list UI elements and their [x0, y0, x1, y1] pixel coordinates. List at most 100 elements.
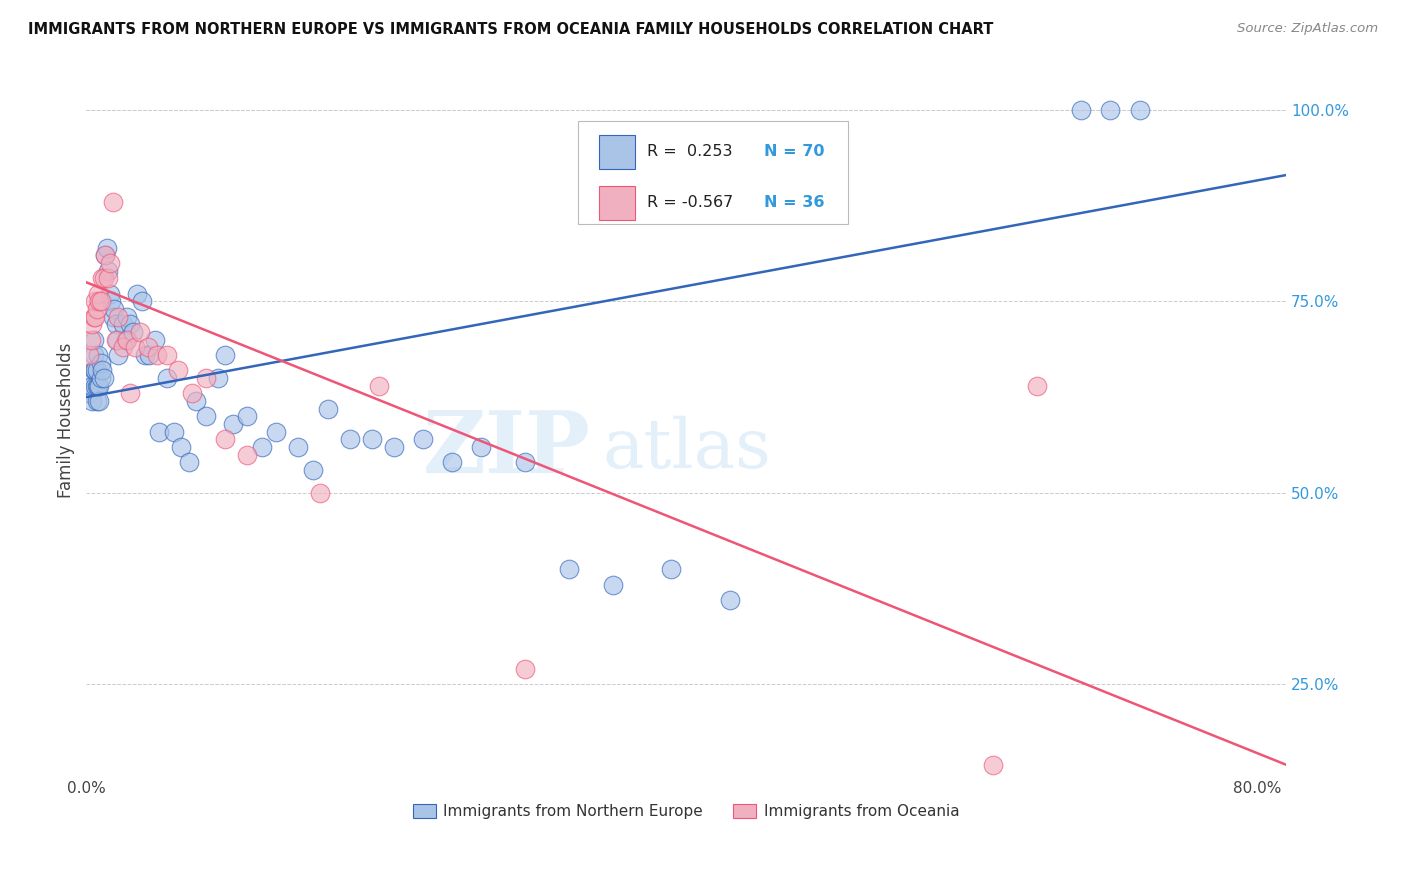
Point: [124, 340, 146, 354]
Point: [82, 378, 104, 392]
Point: [302, 463, 325, 477]
Bar: [599, 135, 634, 169]
Point: [316, 401, 339, 416]
Point: [470, 440, 492, 454]
Point: [177, 455, 200, 469]
Point: [83, 363, 105, 377]
Point: [86, 302, 108, 317]
Point: [79, 371, 101, 385]
Text: atlas: atlas: [602, 416, 770, 482]
Text: R = -0.567: R = -0.567: [647, 195, 733, 211]
Point: [143, 333, 166, 347]
Point: [214, 348, 236, 362]
Point: [90, 356, 112, 370]
Point: [127, 286, 149, 301]
Point: [1026, 378, 1049, 392]
Text: N = 36: N = 36: [763, 195, 824, 211]
Point: [718, 593, 741, 607]
Bar: [599, 186, 634, 220]
Point: [195, 409, 218, 424]
Point: [170, 440, 193, 454]
Point: [89, 294, 111, 309]
Point: [84, 310, 107, 324]
Text: IMMIGRANTS FROM NORTHERN EUROPE VS IMMIGRANTS FROM OCEANIA FAMILY HOUSEHOLDS COR: IMMIGRANTS FROM NORTHERN EUROPE VS IMMIG…: [28, 22, 994, 37]
Point: [89, 394, 111, 409]
Point: [134, 348, 156, 362]
Point: [98, 286, 121, 301]
Point: [97, 271, 120, 285]
Point: [287, 440, 309, 454]
Legend: Immigrants from Northern Europe, Immigrants from Oceania: Immigrants from Northern Europe, Immigra…: [406, 798, 966, 825]
Point: [120, 318, 142, 332]
Point: [84, 294, 107, 309]
Point: [101, 310, 124, 324]
Point: [104, 333, 127, 347]
Point: [339, 432, 361, 446]
Point: [86, 394, 108, 409]
Point: [122, 325, 145, 339]
Point: [83, 310, 105, 324]
Text: R =  0.253: R = 0.253: [647, 145, 733, 159]
Point: [79, 333, 101, 347]
Point: [77, 348, 100, 362]
Point: [983, 757, 1005, 772]
Point: [129, 325, 152, 339]
Point: [167, 363, 190, 377]
Point: [83, 348, 105, 362]
Text: Source: ZipAtlas.com: Source: ZipAtlas.com: [1237, 22, 1378, 36]
Point: [87, 348, 110, 362]
Point: [661, 562, 683, 576]
Point: [382, 440, 405, 454]
Point: [1099, 103, 1122, 117]
Point: [156, 348, 179, 362]
Point: [558, 562, 581, 576]
Point: [1070, 103, 1092, 117]
Point: [148, 425, 170, 439]
Point: [86, 378, 108, 392]
FancyBboxPatch shape: [578, 121, 848, 224]
Point: [87, 286, 110, 301]
Point: [111, 340, 134, 354]
Point: [98, 256, 121, 270]
Point: [77, 386, 100, 401]
Point: [107, 348, 129, 362]
Point: [1129, 103, 1152, 117]
Point: [93, 271, 115, 285]
Point: [84, 363, 107, 377]
Point: [236, 448, 259, 462]
Point: [86, 363, 108, 377]
Point: [184, 394, 207, 409]
Point: [91, 271, 114, 285]
Point: [107, 310, 129, 324]
Point: [117, 333, 139, 347]
Point: [360, 432, 382, 446]
Point: [94, 248, 117, 262]
Y-axis label: Family Households: Family Households: [58, 343, 75, 498]
Point: [214, 432, 236, 446]
Point: [90, 294, 112, 309]
Point: [105, 333, 128, 347]
Point: [250, 440, 273, 454]
Point: [117, 310, 139, 324]
Point: [309, 486, 332, 500]
Point: [120, 386, 142, 401]
Point: [114, 333, 136, 347]
Point: [96, 241, 118, 255]
Point: [266, 425, 288, 439]
Point: [221, 417, 243, 431]
Point: [83, 333, 105, 347]
Point: [180, 386, 202, 401]
Point: [138, 348, 160, 362]
Point: [136, 340, 159, 354]
Point: [515, 662, 537, 676]
Point: [207, 371, 229, 385]
Point: [82, 394, 104, 409]
Point: [91, 363, 114, 377]
Point: [195, 371, 218, 385]
Point: [82, 318, 104, 332]
Point: [412, 432, 434, 446]
Text: ZIP: ZIP: [422, 407, 591, 491]
Point: [87, 378, 110, 392]
Text: N = 70: N = 70: [763, 145, 824, 159]
Point: [131, 294, 153, 309]
